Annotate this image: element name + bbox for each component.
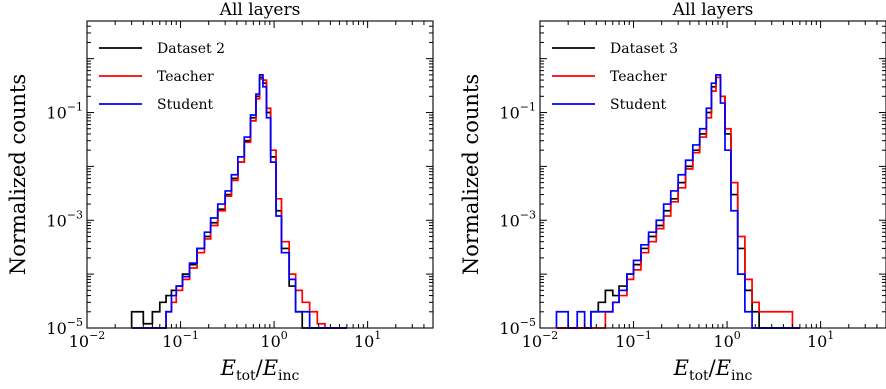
- left-panel: 10−2 10−1 100 101 10−5 10−3 10−1 All layers Norm…: [6, 0, 434, 384]
- x-tick-label: 10−1: [162, 329, 199, 351]
- x-tick-label: 10−1: [615, 329, 652, 351]
- x-axis-label: Etot/Einc: [673, 356, 753, 384]
- y-tick-label: 10−1: [46, 101, 83, 123]
- legend-label: Student: [610, 97, 666, 113]
- chart-title: All layers: [219, 0, 301, 20]
- y-tick-label: 10−3: [46, 208, 83, 230]
- x-tick-label: 10−2: [69, 329, 106, 351]
- plot-frame: [86, 20, 434, 329]
- x-tick-label: 100: [713, 329, 740, 351]
- y-axis-label: Normalized counts: [6, 74, 30, 275]
- right-panel: 10−2 10−1 100 101 10−5 10−3 10−1 All layers Norm…: [459, 0, 886, 384]
- legend-label: Teacher: [157, 69, 214, 85]
- y-tick-label: 10−5: [499, 316, 536, 338]
- legend: Dataset 2 Teacher Student: [99, 41, 225, 113]
- x-tick-label: 101: [354, 329, 381, 351]
- series-line-student: [131, 74, 347, 329]
- x-tick-label: 101: [807, 329, 834, 351]
- x-tick-label: 10−2: [522, 329, 559, 351]
- y-tick-label: 10−3: [499, 208, 536, 230]
- legend: Dataset 3 Teacher Student: [552, 41, 678, 113]
- series-group: [555, 74, 800, 329]
- x-tick-label: 100: [260, 329, 287, 351]
- series-line-teacher: [556, 76, 800, 329]
- legend-label: Teacher: [610, 69, 667, 85]
- series-line-teacher: [131, 78, 347, 329]
- legend-label: Dataset 3: [610, 41, 678, 57]
- y-axis-label: Normalized counts: [459, 74, 483, 275]
- y-tick-label: 10−1: [499, 101, 536, 123]
- series-line-student: [555, 74, 800, 329]
- series-group: [130, 74, 347, 329]
- legend-label: Student: [157, 97, 213, 113]
- chart-title: All layers: [672, 0, 754, 20]
- y-tick-label: 10−5: [46, 316, 83, 338]
- x-axis-label: Etot/Einc: [220, 356, 300, 384]
- series-line-dataset-2: [130, 76, 347, 329]
- plot-frame: [539, 20, 886, 329]
- legend-label: Dataset 2: [157, 41, 225, 57]
